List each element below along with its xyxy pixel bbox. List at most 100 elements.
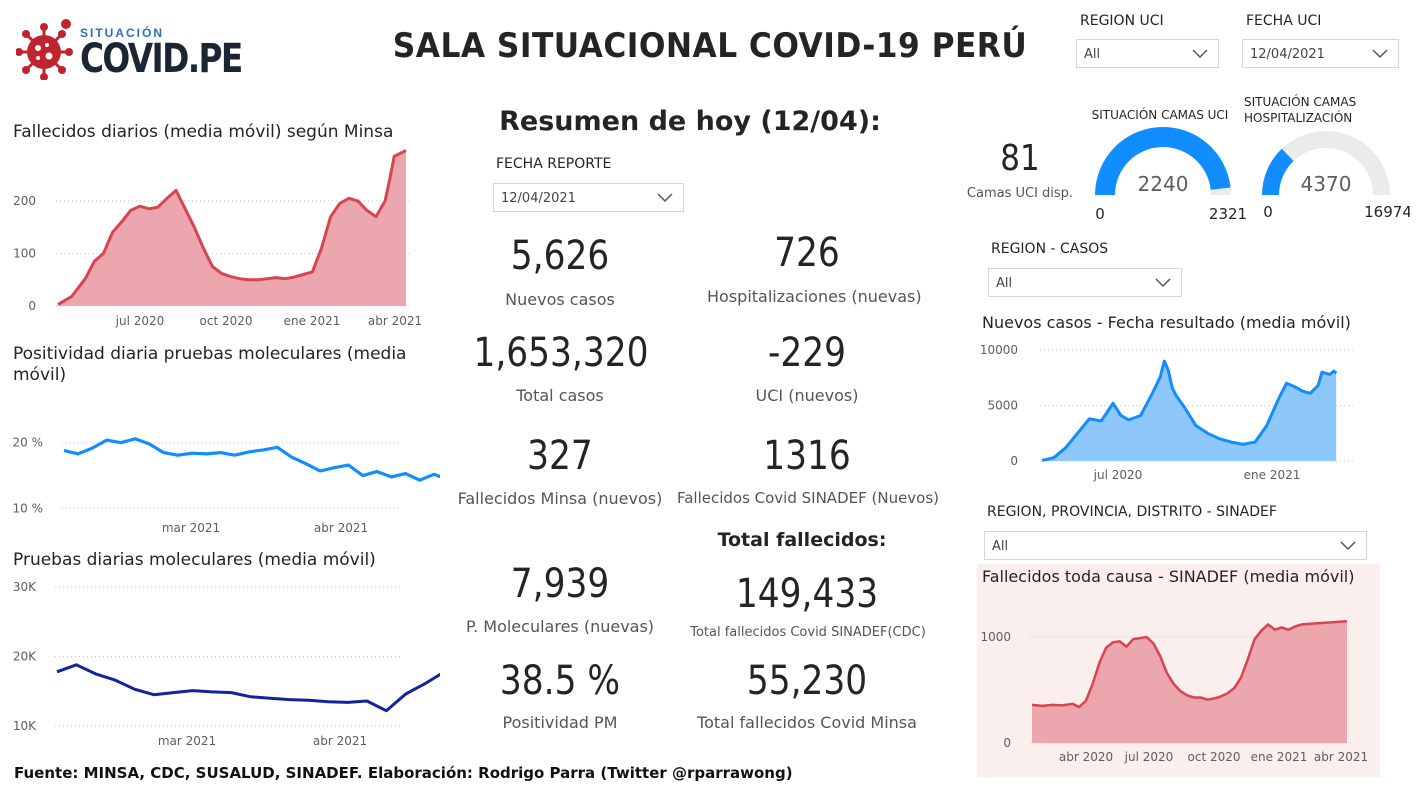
series-line [1041, 359, 1338, 462]
x-tick-label: jul 2020 [1124, 750, 1174, 764]
kpi-total-minsa-value: 55,230 [746, 658, 868, 704]
footer-source: Fuente: MINSA, CDC, SUSALUD, SINADEF. El… [14, 764, 793, 782]
kpi-hospitalizaciones-label: Hospitalizaciones (nuevas) [707, 287, 922, 306]
kpi-hospitalizaciones-value: 726 [774, 230, 840, 276]
fecha-reporte-label: FECHA REPORTE [496, 156, 612, 172]
fecha-reporte-value: 12/04/2021 [501, 191, 576, 206]
kpi-uci-value: -229 [767, 330, 847, 376]
virus-icon [16, 19, 73, 80]
x-tick-label: ene 2021 [1244, 468, 1301, 482]
y-tick-label: 20 % [13, 436, 44, 450]
kpi-fallecidos-sinadef-value: 1316 [763, 433, 851, 479]
series-line [1031, 619, 1348, 709]
kpi-total-sinadef-label: Total fallecidos Covid SINADEF(CDC) [690, 625, 926, 640]
gauge-max-label: 2321 [1209, 205, 1247, 223]
x-tick-label: abr 2020 [1059, 750, 1113, 764]
sinadef-chart: 0 1000 abr 2020 jul 2020 oct 2020 ene 2021 abr… [980, 619, 1368, 764]
series-line [56, 663, 440, 713]
page-title: SALA SITUACIONAL COVID-19 PERÚ [392, 26, 1028, 66]
gauge-value-label: 4370 [1301, 172, 1352, 196]
region-uci-dropdown[interactable]: All [1076, 39, 1219, 68]
x-tick-label: abr 2021 [368, 314, 422, 328]
chevron-down-icon [1192, 49, 1208, 59]
y-tick-label: 200 [13, 194, 36, 208]
x-tick-label: jul 2020 [115, 314, 165, 328]
kpi-p-moleculares-label: P. Moleculares (nuevas) [465, 617, 655, 636]
gauge-uci: 2240 0 2321 [1095, 126, 1247, 223]
gauge-max-label: 16974 [1364, 203, 1410, 221]
y-tick-label: 0 [1003, 736, 1011, 750]
x-tick-label: jul 2020 [1093, 468, 1143, 482]
y-tick-label: 10 % [13, 501, 44, 515]
series-area [1032, 621, 1347, 743]
kpi-nuevos-casos-label: Nuevos casos [505, 290, 615, 309]
series-line [63, 437, 440, 482]
kpi-total-casos-value: 1,653,320 [473, 330, 649, 376]
series-area [58, 150, 406, 306]
kpi-positividad-value: 38.5 % [499, 658, 621, 704]
nuevos-casos-chart-title: Nuevos casos - Fecha resultado (media mó… [982, 313, 1351, 332]
gauge-hosp-title: SITUACIÓN CAMAS HOSPITALIZACIÓN [1244, 95, 1357, 125]
y-tick-label: 10K [13, 719, 37, 733]
fecha-uci-value: 12/04/2021 [1250, 47, 1325, 62]
gauge-fill [1262, 148, 1294, 195]
x-tick-label: oct 2020 [1188, 750, 1241, 764]
gauge-min-label: 0 [1095, 205, 1105, 223]
series-area [1042, 361, 1337, 461]
y-tick-label: 1000 [980, 630, 1011, 644]
fallecidos-chart-title: Fallecidos diarios (media móvil) según M… [13, 122, 394, 142]
x-tick-label: ene 2021 [1251, 750, 1308, 764]
kpi-p-moleculares-value: 7,939 [510, 561, 610, 607]
region-sinadef-label: REGION, PROVINCIA, DISTRITO - SINADEF [987, 504, 1277, 520]
x-tick-label: mar 2021 [158, 734, 216, 748]
x-tick-label: abr 2021 [313, 734, 367, 748]
positividad-chart-title: Positividad diaria pruebas moleculares (… [13, 344, 407, 385]
fecha-uci-label: FECHA UCI [1246, 13, 1322, 29]
covid-pe-logo: SITUACIÓN COVID.PE [16, 14, 243, 84]
x-tick-label: mar 2021 [162, 521, 220, 535]
y-tick-label: 10000 [980, 343, 1018, 357]
gauge-hospitalizacion: 4370 0 16974 [1262, 131, 1410, 221]
y-tick-label: 30K [13, 580, 37, 594]
gauge-uci-title: SITUACIÓN CAMAS UCI [1091, 108, 1229, 122]
y-tick-label: 20K [13, 650, 37, 664]
kpi-fallecidos-sinadef-label: Fallecidos Covid SINADEF (Nuevos) [676, 489, 940, 507]
logo-small-text: SITUACIÓN [80, 26, 164, 40]
y-tick-label: 0 [1010, 454, 1018, 468]
chevron-down-icon [1155, 278, 1171, 288]
kpi-total-casos-label: Total casos [516, 386, 604, 405]
sinadef-chart-title: Fallecidos toda causa - SINADEF (media m… [982, 567, 1355, 586]
summary-heading: Resumen de hoy (12/04): [499, 106, 881, 137]
pruebas-chart-title: Pruebas diarias moleculares (media móvil… [13, 550, 376, 570]
y-tick-label: 5000 [987, 399, 1018, 413]
region-uci-label: REGION UCI [1080, 13, 1164, 29]
logo-big-text: COVID.PE [80, 36, 243, 82]
y-tick-label: 100 [13, 246, 36, 260]
x-tick-label: ene 2021 [284, 314, 341, 328]
kpi-fallecidos-minsa-label: Fallecidos Minsa (nuevos) [457, 489, 663, 508]
total-fallecidos-heading: Total fallecidos: [717, 529, 887, 551]
chevron-down-icon [1340, 541, 1356, 551]
camas-uci-disp-value: 81 [1000, 138, 1040, 179]
kpi-fallecidos-minsa-value: 327 [527, 433, 593, 479]
fecha-uci-dropdown[interactable]: 12/04/2021 [1242, 39, 1399, 68]
pruebas-chart: 10K 20K 30K mar 2021 abr 2021 [13, 580, 440, 748]
fallecidos-chart: 0 100 200 jul 2020 oct 2020 ene 2021 abr 2021 [13, 149, 422, 328]
chevron-down-icon [1372, 49, 1388, 59]
fecha-reporte-dropdown[interactable]: 12/04/2021 [493, 183, 684, 212]
kpi-positividad-label: Positividad PM [502, 713, 618, 732]
chevron-down-icon [657, 193, 673, 203]
region-sinadef-dropdown[interactable]: All [984, 531, 1367, 560]
x-tick-label: abr 2021 [1314, 750, 1368, 764]
region-casos-label: REGION - CASOS [991, 241, 1109, 257]
camas-uci-disp-label: Camas UCI disp. [966, 186, 1074, 201]
region-casos-dropdown[interactable]: All [988, 268, 1182, 297]
gauge-fill [1095, 126, 1231, 195]
gauge-min-label: 0 [1263, 203, 1273, 221]
kpi-total-sinadef-value: 149,433 [735, 571, 879, 617]
x-tick-label: abr 2021 [314, 521, 368, 535]
region-sinadef-value: All [992, 539, 1009, 554]
positividad-chart: 10 % 20 % mar 2021 abr 2021 [13, 436, 440, 535]
gauge-track [1262, 131, 1390, 195]
region-casos-value: All [996, 276, 1013, 291]
